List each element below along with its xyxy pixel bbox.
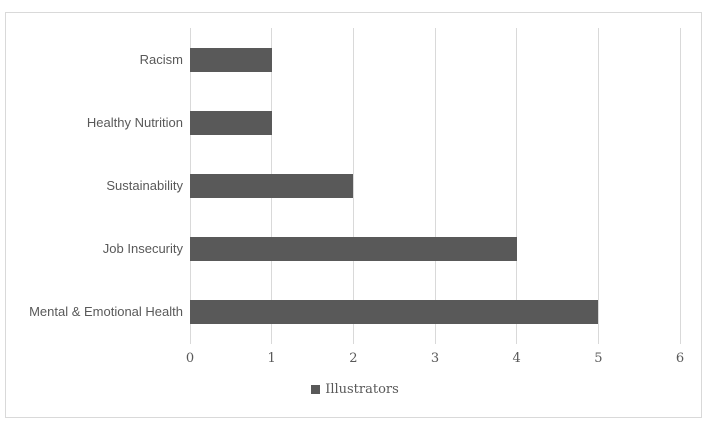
bar-job-insecurity [190,236,517,261]
x-tick-label: 6 [675,351,685,366]
category-label: Healthy Nutrition [86,114,183,130]
x-tick-label: 2 [349,351,358,366]
gridline [516,28,518,344]
gridline [352,28,354,344]
category-label: Sustainability [106,177,183,193]
category-label: Job Insecurity [102,240,183,256]
x-tick-label: 3 [430,351,440,366]
x-tick-label: 5 [594,351,603,366]
bar-healthy-nutrition [190,110,272,135]
gridline [597,28,599,344]
legend-label: Illustrators [325,382,399,397]
x-tick-label: 0 [185,351,195,366]
legend: Illustrators [0,382,710,397]
x-tick-label: 4 [512,351,521,366]
bar-racism [190,47,272,72]
gridline [434,28,436,344]
category-label: Mental & Emotional Health [29,303,183,319]
bar-mental-emotional-health [190,299,599,324]
x-tick-label: 1 [267,351,276,366]
gridline [679,28,681,344]
bar-sustainability [190,173,354,198]
legend-swatch-icon [311,385,321,394]
category-label: Racism [139,51,183,67]
